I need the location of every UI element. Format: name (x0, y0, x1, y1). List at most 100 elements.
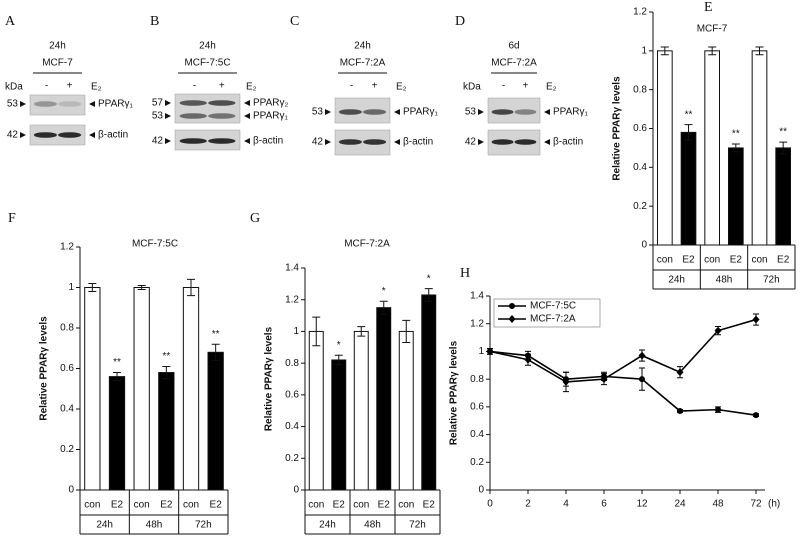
bar (84, 287, 101, 491)
error-bar (660, 46, 669, 56)
panel-letter: G (250, 211, 260, 226)
x-tick-label: E2 (378, 500, 391, 511)
size-arrow (20, 101, 26, 107)
data-point (639, 376, 645, 383)
blot-cell-line: MCF-7:2A (340, 58, 386, 69)
data-point (677, 408, 683, 415)
lane-label: - (193, 81, 196, 92)
data-point (638, 351, 646, 360)
x-tick-label: 72 (750, 499, 762, 510)
protein-arrow (89, 132, 95, 138)
blot-band (58, 132, 82, 138)
y-tick-label: 0.4 (60, 404, 74, 415)
band-protein: β-actin (553, 137, 583, 148)
error-bar (357, 326, 366, 337)
x-tick-label: con (134, 500, 150, 511)
band-protein: β-actin (403, 137, 433, 148)
bar (182, 287, 200, 491)
y-tick-label: 0.8 (633, 84, 647, 95)
bar (376, 307, 392, 491)
category-table (79, 490, 229, 535)
blot-unit: kDa (463, 82, 481, 93)
x-tick-label: E2 (777, 255, 790, 266)
band-size: 42 (312, 137, 324, 148)
band-protein: β-actin (253, 136, 283, 147)
blot-band (491, 109, 514, 115)
series-line (489, 350, 757, 416)
blot-time: 24h (354, 41, 371, 52)
protein-arrow (544, 109, 550, 115)
error-bar (312, 316, 321, 347)
significance: ** (212, 329, 220, 340)
error-bar (379, 300, 388, 315)
band-protein: PPARγ₁ (253, 111, 288, 122)
band-protein: PPARγ₂ (253, 98, 288, 109)
significance: ** (113, 357, 121, 368)
x-tick-label: con (353, 500, 369, 511)
panel-letter: A (5, 14, 16, 29)
significance: * (427, 273, 431, 284)
x-tick-label: 0 (487, 499, 493, 510)
size-arrow (478, 139, 484, 145)
band-protein: PPARγ₁ (403, 107, 438, 118)
lane-label: + (219, 81, 225, 92)
panel-letter: F (8, 211, 16, 226)
blot-band (208, 100, 236, 106)
x-tick-label: con (657, 255, 673, 266)
y-tick-label: 0.8 (470, 374, 484, 385)
x-tick-label: E2 (423, 500, 436, 511)
y-tick-label: 0.8 (285, 358, 299, 369)
lane-label: - (350, 81, 353, 92)
significance: ** (685, 109, 693, 120)
y-tick-label: 0.6 (470, 401, 484, 412)
x-tick-label: con (751, 255, 767, 266)
blot-band (363, 139, 387, 145)
data-point (753, 412, 759, 419)
group-label: 48h (716, 275, 733, 286)
panel-letter: E (704, 0, 713, 15)
y-tick-label: 1.2 (633, 7, 647, 18)
protein-arrow (244, 100, 250, 106)
x-tick-label: 2 (525, 499, 531, 510)
y-tick-label: 0.4 (633, 162, 647, 173)
data-point (715, 406, 721, 413)
y-tick-label: 0.2 (285, 453, 299, 464)
y-tick-label: 1.4 (470, 291, 484, 302)
blot-band (33, 132, 57, 138)
blot-band (179, 100, 207, 106)
x-tick-label: 48 (712, 499, 724, 510)
chart-title: MCF-7 (697, 24, 728, 35)
lane-label: - (45, 81, 48, 92)
size-arrow (20, 132, 26, 138)
y-tick-label: 1 (293, 326, 299, 337)
bar (704, 50, 721, 246)
y-tick-label: 0.8 (60, 323, 74, 334)
treatment-label: E₂ (546, 82, 557, 93)
blot-membrane (174, 93, 241, 124)
protein-arrow (244, 138, 250, 144)
blot-band (208, 113, 236, 119)
panel-letter: H (460, 266, 470, 281)
lane-label: - (502, 81, 505, 92)
data-point (486, 347, 494, 356)
significance: ** (162, 351, 170, 362)
blot-band (179, 113, 207, 119)
y-tick-label: 0.4 (285, 421, 299, 432)
blot-band (491, 139, 514, 145)
band-size: 42 (465, 137, 477, 148)
band-protein: β-actin (98, 130, 128, 141)
blot-band (58, 101, 82, 107)
error-bar (113, 372, 121, 382)
x-tick-label: E2 (111, 500, 124, 511)
y-tick-label: 1 (641, 45, 647, 56)
x-tick-label: E2 (730, 255, 743, 266)
protein-arrow (394, 109, 400, 115)
y-tick-label: 0.6 (60, 363, 74, 374)
treatment-label: E₂ (246, 82, 257, 93)
band-size: 42 (7, 130, 19, 141)
y-tick-label: 0.6 (633, 123, 647, 134)
chart-title: MCF-7:5C (132, 239, 178, 250)
treatment-label: E₂ (396, 82, 407, 93)
error-bar (684, 124, 693, 141)
